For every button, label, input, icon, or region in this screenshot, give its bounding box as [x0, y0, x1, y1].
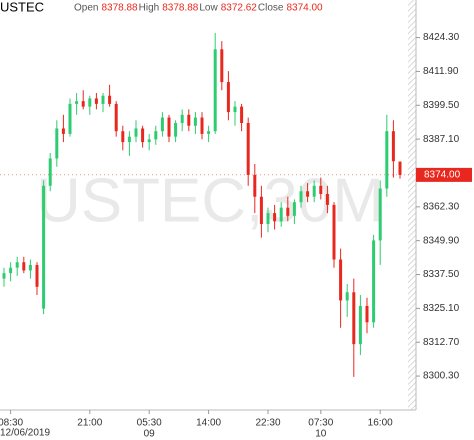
y-tick-label: 8312.70 — [423, 337, 460, 348]
candle-body — [180, 114, 184, 124]
candle-body — [385, 131, 389, 189]
field-value: 8372.62 — [221, 3, 258, 14]
last-price-box — [416, 167, 472, 182]
candle-body — [398, 161, 402, 175]
x-tick-label: 05:30 — [137, 418, 162, 429]
date-label: 12/06/2019 — [0, 428, 50, 439]
candle-body — [42, 185, 46, 309]
candle-body — [352, 292, 356, 345]
candle-body — [213, 49, 217, 132]
x-tick-label: 16:00 — [368, 418, 393, 429]
candle-body — [286, 207, 290, 216]
candle-body — [94, 98, 98, 104]
candle-body — [220, 49, 224, 83]
field-label: Low — [199, 3, 218, 14]
candle-body — [9, 267, 13, 274]
candle-body — [378, 188, 382, 241]
watermark: USTEC,30M — [36, 166, 384, 235]
candle-body — [279, 207, 283, 222]
x-tick-label: 14:00 — [196, 418, 221, 429]
field-value: 8374.00 — [286, 3, 323, 14]
field-label: Open — [74, 3, 98, 14]
candle-body — [319, 185, 323, 194]
candle-body — [61, 128, 65, 134]
x-tick-label: 21:00 — [77, 418, 102, 429]
candle-body — [372, 240, 376, 323]
y-tick-label: 8424.30 — [423, 32, 460, 43]
candle-body — [154, 131, 158, 140]
candle-body — [187, 114, 191, 126]
candle-body — [306, 191, 310, 197]
candle-body — [35, 264, 39, 287]
x-tick-label: 22:30 — [255, 418, 280, 429]
candle-body — [81, 101, 85, 107]
candle-body — [358, 305, 362, 345]
candle-body — [88, 98, 92, 107]
candle-body — [28, 264, 32, 271]
x-tick-label: 07:30 — [308, 418, 333, 429]
candle-body — [246, 123, 250, 175]
candle-body — [22, 262, 26, 271]
scale-strip — [408, 0, 416, 410]
candle-body — [101, 95, 105, 104]
candle-body — [292, 202, 296, 216]
candle-body — [266, 213, 270, 225]
x-tick-sublabel: 09 — [144, 429, 156, 440]
candle-body — [325, 193, 329, 205]
candle-body — [134, 128, 138, 137]
candle-body — [345, 292, 349, 301]
candle-body — [127, 136, 131, 143]
y-tick-label: 8349.90 — [423, 235, 460, 246]
candle-body — [48, 158, 52, 186]
candle-body — [312, 185, 316, 197]
field-label: Close — [258, 3, 284, 14]
x-tick-label: 08:30 — [0, 418, 24, 429]
y-tick-label: 8387.10 — [423, 134, 460, 145]
candle-body — [141, 128, 145, 143]
candle-body — [391, 131, 395, 162]
candle-body — [114, 103, 118, 132]
candle-body — [15, 262, 19, 268]
candle-body — [253, 174, 257, 197]
candle-body — [55, 128, 59, 159]
field-value: 8378.88 — [162, 3, 199, 14]
candle-body — [339, 259, 343, 301]
candle-body — [160, 117, 164, 132]
candle-body — [240, 106, 244, 124]
candle-body — [365, 305, 369, 323]
y-tick-label: 8325.10 — [423, 303, 460, 314]
y-tick-label: 8300.30 — [423, 371, 460, 382]
candle-body — [75, 101, 79, 104]
candle-body — [200, 117, 204, 134]
candle-body — [147, 139, 151, 143]
field-label: High — [139, 3, 160, 14]
y-tick-label: 8411.90 — [423, 66, 459, 77]
candle-body — [108, 95, 112, 104]
x-tick-sublabel: 10 — [315, 429, 327, 440]
candle-body — [2, 273, 6, 279]
candle-body — [299, 191, 303, 203]
y-tick-label: 8362.30 — [423, 201, 460, 212]
candle-body — [121, 131, 125, 143]
candle-body — [233, 106, 237, 113]
candle-body — [167, 117, 171, 137]
last-price-label: 8374.00 — [424, 170, 461, 181]
candle-body — [193, 117, 197, 126]
y-tick-label: 8399.50 — [423, 100, 460, 111]
candle-body — [226, 82, 230, 113]
candle-body — [174, 123, 178, 137]
field-value: 8378.88 — [101, 3, 138, 14]
y-tick-label: 8337.50 — [423, 269, 460, 280]
candle-body — [273, 213, 277, 222]
candle-body — [259, 196, 263, 225]
symbol: USTEC — [0, 0, 44, 14]
candle-body — [207, 131, 211, 134]
candle-body — [68, 103, 72, 134]
candle-body — [332, 204, 336, 260]
